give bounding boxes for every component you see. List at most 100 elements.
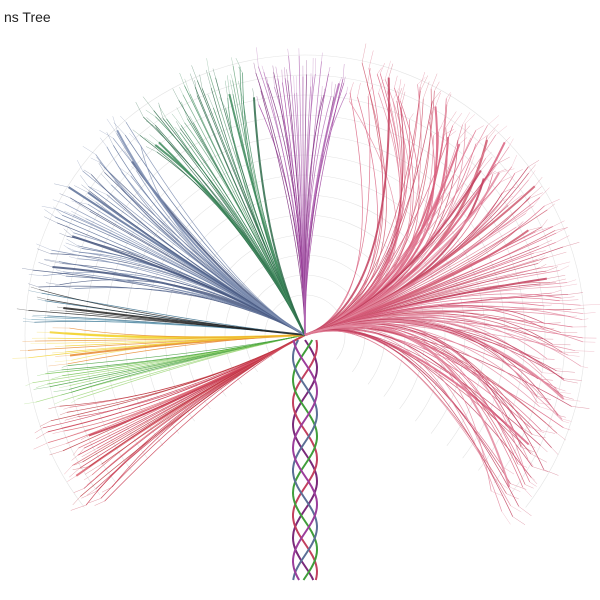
leaf-tick — [70, 504, 87, 511]
leaf-tick — [376, 67, 382, 75]
leaf-tick — [568, 354, 580, 357]
leaf-tick — [50, 310, 66, 312]
leaf-tick — [547, 203, 556, 210]
leaf-tick — [287, 48, 289, 57]
leaf-tick — [529, 192, 543, 199]
leaf-tick — [256, 47, 259, 67]
leaf-tick — [384, 60, 391, 80]
leaf-tick — [556, 370, 575, 373]
leaf-tick — [531, 477, 538, 485]
leaf-tick — [76, 160, 83, 172]
leaf-tick — [501, 511, 511, 525]
leaf-tick — [53, 389, 70, 392]
leaf-tick — [529, 481, 537, 487]
branch — [304, 318, 559, 416]
leaf-tick — [120, 115, 127, 123]
leaf-tick — [343, 76, 346, 83]
leaf-tick — [459, 137, 468, 145]
leaf-tick — [400, 91, 406, 108]
leaf-tick — [81, 184, 90, 192]
leaf-tick — [516, 221, 523, 230]
branch — [116, 129, 306, 336]
leaf-tick — [112, 116, 118, 131]
leaf-tick — [44, 259, 63, 264]
leaf-tick — [544, 304, 552, 307]
leaf-tick — [12, 357, 29, 359]
leaf-tick — [227, 75, 230, 95]
leaf-tick — [538, 239, 553, 247]
leaf-tick — [465, 114, 476, 124]
leaf-tick — [63, 407, 70, 410]
leaf-tick — [33, 442, 49, 450]
leaf-tick — [135, 101, 144, 118]
leaf-tick — [582, 312, 596, 314]
leaf-tick — [438, 116, 447, 132]
leaf-tick — [131, 166, 137, 171]
leaf-tick — [552, 220, 565, 227]
branch — [304, 77, 391, 336]
leaf-tick — [502, 186, 516, 194]
leaf-tick — [571, 307, 585, 310]
branch — [67, 334, 306, 366]
leaf-tick — [142, 96, 154, 111]
leaf-tick — [485, 151, 492, 159]
leaf-tick — [506, 493, 519, 500]
leaf-tick — [90, 186, 107, 195]
leaf-tick — [563, 427, 571, 431]
leaf-tick — [75, 201, 90, 212]
leaf-tick — [94, 500, 105, 506]
leaf-tick — [58, 385, 70, 389]
leaf-tick — [346, 86, 348, 94]
leaf-tick — [321, 52, 323, 62]
leaf-tick — [558, 391, 571, 394]
leaf-tick — [330, 81, 333, 97]
leaf-tick — [212, 68, 216, 78]
leaf-tick — [528, 164, 536, 174]
leaf-tick — [546, 266, 558, 272]
leaf-tick — [45, 282, 60, 285]
leaf-tick — [546, 274, 566, 279]
leaf-tick — [541, 430, 556, 434]
leaf-tick — [547, 251, 567, 258]
leaf-tick — [224, 80, 228, 98]
leaf-tick — [514, 169, 523, 174]
leaf-tick — [361, 43, 367, 63]
leaf-tick — [333, 84, 336, 97]
leaf-tick — [39, 420, 51, 427]
age-ring — [44, 74, 566, 496]
leaf-tick — [475, 134, 488, 144]
leaf-tick — [367, 67, 371, 85]
leaf-tick — [342, 63, 345, 79]
leaf-tick — [504, 136, 511, 143]
leaf-tick — [561, 296, 575, 299]
leaf-tick — [480, 156, 493, 171]
leaf-tick — [432, 90, 442, 102]
leaf-tick — [379, 63, 385, 74]
leaf-tick — [59, 412, 67, 416]
leaf-tick — [44, 209, 56, 218]
leaf-tick — [59, 193, 71, 199]
leaf-tick — [508, 138, 514, 147]
branch — [304, 329, 511, 484]
leaf-tick — [48, 405, 60, 410]
leaf-tick — [100, 173, 112, 186]
leaf-tick — [368, 50, 374, 69]
leaf-tick — [561, 283, 578, 287]
leaf-tick — [229, 79, 234, 95]
leaf-tick — [61, 365, 68, 368]
leaf-tick — [559, 265, 570, 271]
leaf-tick — [184, 78, 191, 95]
leaf-tick — [36, 383, 48, 388]
leaf-tick — [252, 88, 255, 98]
leaf-tick — [49, 450, 64, 456]
leaf-tick — [56, 306, 64, 309]
leaf-tick — [28, 283, 39, 288]
leaf-tick — [57, 273, 66, 277]
leaf-tick — [72, 447, 79, 456]
leaf-tick — [83, 169, 92, 175]
leaf-tick — [417, 77, 426, 85]
branches — [12, 43, 600, 525]
leaf-tick — [284, 67, 286, 79]
leaf-tick — [531, 434, 546, 439]
leaf-tick — [101, 486, 113, 493]
